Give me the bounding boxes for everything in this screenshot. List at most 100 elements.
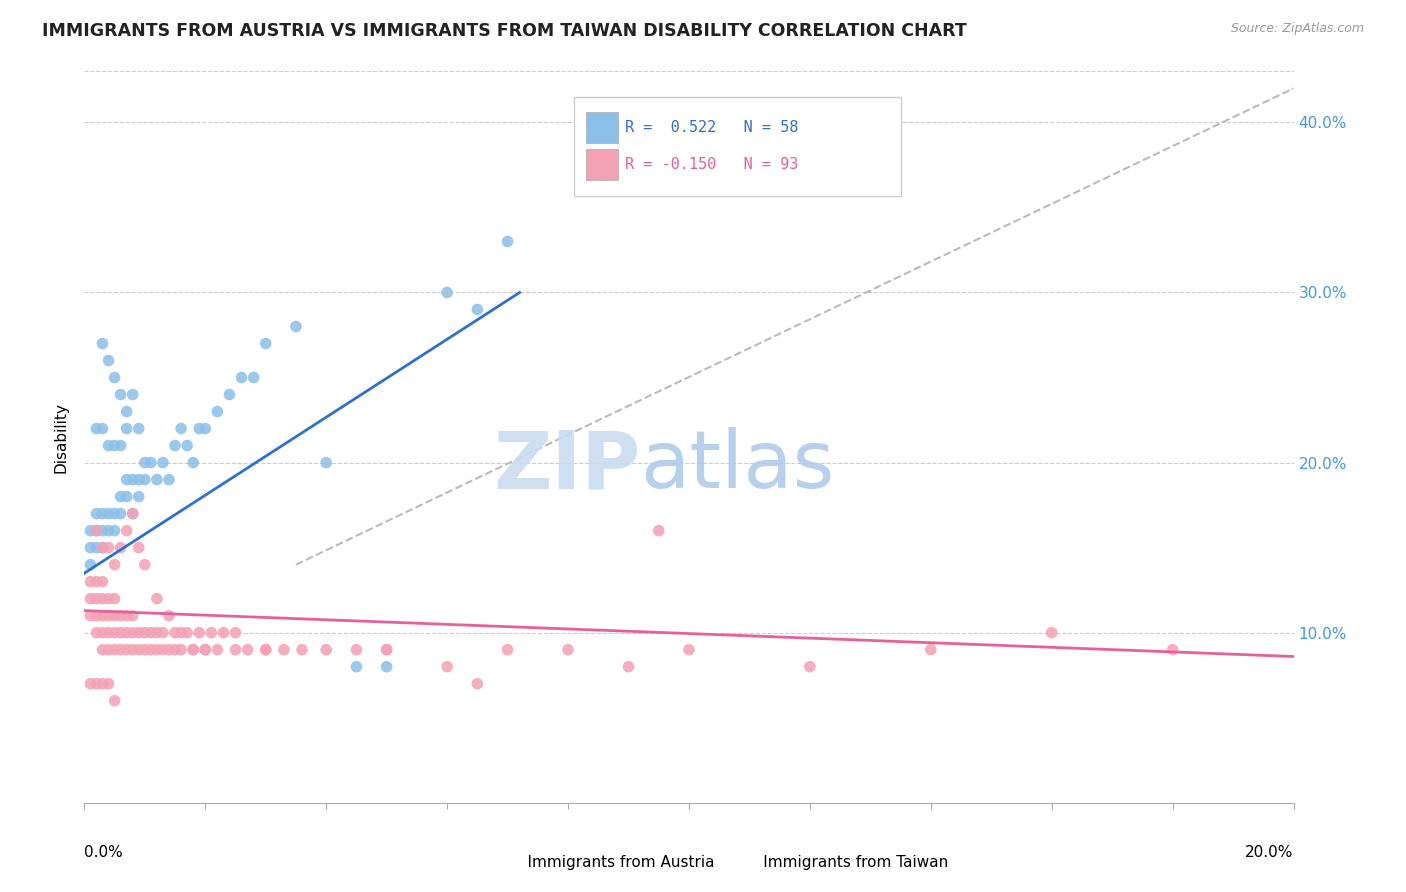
Point <box>467 677 489 691</box>
Point <box>1161 642 1184 657</box>
Point <box>181 456 204 470</box>
Text: R = -0.150   N = 93: R = -0.150 N = 93 <box>624 157 799 172</box>
Point <box>121 642 143 657</box>
Text: ZIP: ZIP <box>494 427 641 506</box>
Point <box>97 677 120 691</box>
Point <box>139 625 162 640</box>
Point <box>91 574 114 589</box>
Point <box>128 421 150 435</box>
Point <box>91 677 114 691</box>
Point <box>212 625 235 640</box>
Point <box>91 524 114 538</box>
Point <box>79 677 101 691</box>
Point <box>91 336 114 351</box>
Point <box>165 642 187 657</box>
Point <box>134 456 156 470</box>
Point <box>207 642 229 657</box>
Point <box>110 507 132 521</box>
Point <box>1040 625 1063 640</box>
Point <box>79 558 101 572</box>
Point <box>97 524 120 538</box>
Point <box>97 625 120 640</box>
Point <box>139 642 162 657</box>
Point <box>79 608 101 623</box>
Point <box>152 625 174 640</box>
Point <box>181 642 204 657</box>
Point <box>496 235 519 249</box>
Point <box>254 642 277 657</box>
Point <box>170 642 193 657</box>
Point <box>115 421 138 435</box>
Point <box>86 524 108 538</box>
Point <box>375 642 398 657</box>
Point <box>97 439 120 453</box>
Point <box>110 625 132 640</box>
Point <box>254 336 277 351</box>
Point <box>104 694 127 708</box>
Point <box>170 625 193 640</box>
Point <box>678 642 700 657</box>
Point <box>121 507 143 521</box>
Point <box>231 370 253 384</box>
Point <box>648 524 671 538</box>
Point <box>375 659 398 673</box>
Point <box>86 421 108 435</box>
Point <box>194 642 217 657</box>
Point <box>115 625 138 640</box>
Point <box>79 574 101 589</box>
Point <box>346 659 368 673</box>
Point <box>146 642 169 657</box>
Point <box>254 642 277 657</box>
Point <box>115 404 138 418</box>
Point <box>104 558 127 572</box>
Point <box>115 490 138 504</box>
Point <box>315 642 337 657</box>
Point <box>104 439 127 453</box>
FancyBboxPatch shape <box>512 839 543 869</box>
Point <box>79 541 101 555</box>
Point <box>97 608 120 623</box>
Point <box>110 490 132 504</box>
Point <box>146 625 169 640</box>
Point <box>181 642 204 657</box>
Point <box>920 642 942 657</box>
Point <box>291 642 314 657</box>
Point <box>170 421 193 435</box>
Point <box>110 387 132 401</box>
Point <box>152 456 174 470</box>
Point <box>157 608 180 623</box>
FancyBboxPatch shape <box>574 97 901 195</box>
Point <box>134 625 156 640</box>
Point <box>176 625 198 640</box>
Point <box>97 541 120 555</box>
Point <box>104 642 127 657</box>
Point <box>134 473 156 487</box>
Point <box>194 642 217 657</box>
Point <box>436 285 458 300</box>
Point <box>79 524 101 538</box>
Point <box>97 507 120 521</box>
Point <box>467 302 489 317</box>
Point <box>104 524 127 538</box>
Point <box>86 677 108 691</box>
Point <box>86 625 108 640</box>
Point <box>315 456 337 470</box>
Point <box>91 421 114 435</box>
Point <box>86 507 108 521</box>
Point <box>97 353 120 368</box>
Point <box>97 642 120 657</box>
Point <box>146 591 169 606</box>
Point <box>110 642 132 657</box>
Point <box>200 625 222 640</box>
Point <box>134 558 156 572</box>
Point <box>134 642 156 657</box>
Point <box>91 541 114 555</box>
Point <box>86 591 108 606</box>
Point <box>225 642 247 657</box>
Point <box>104 591 127 606</box>
Point <box>104 507 127 521</box>
Point <box>346 642 368 657</box>
Point <box>128 490 150 504</box>
Point <box>104 625 127 640</box>
Point <box>375 642 398 657</box>
